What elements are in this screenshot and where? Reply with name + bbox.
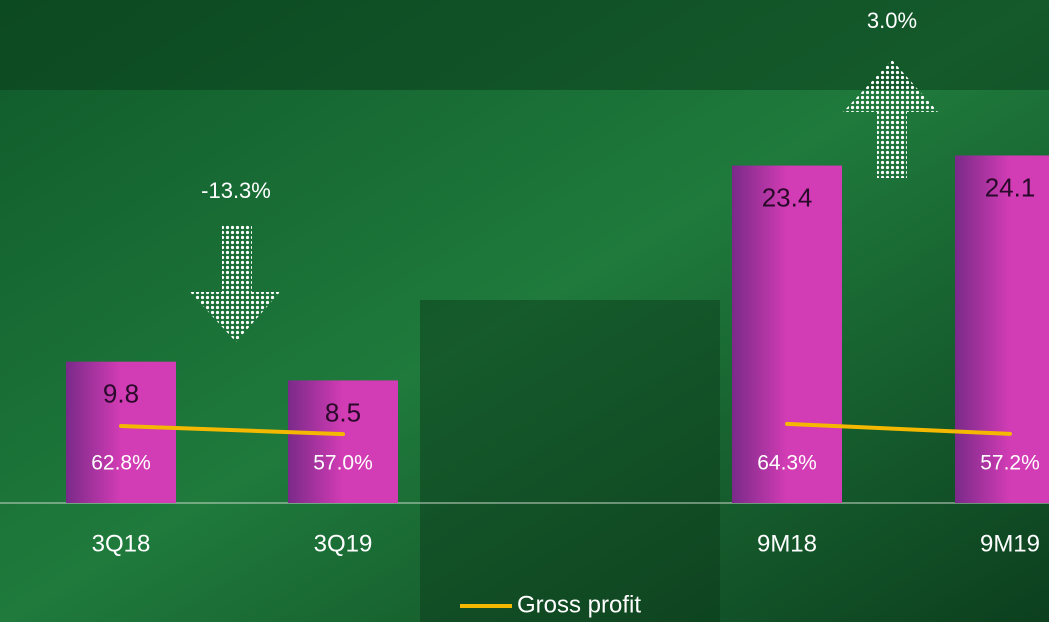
annotation: -13.3% (201, 178, 271, 203)
line (119, 421, 1012, 437)
bar (66, 361, 176, 503)
background-band (0, 0, 1049, 90)
legend-label: Gross profit (517, 591, 641, 618)
annotation: 3.0% (867, 8, 917, 33)
x-tick-label: 9M18 (757, 530, 817, 557)
bar-value-label: 23.4 (762, 182, 813, 212)
bar (288, 380, 398, 503)
line-value-label: 64.3% (757, 452, 817, 475)
bar (732, 165, 842, 503)
x-tick-label: 3Q19 (314, 530, 373, 557)
x-tick-label: 9M19 (980, 530, 1040, 557)
line-value-label: 57.0% (313, 452, 373, 475)
background-shade (420, 300, 720, 622)
x-tick-label: 3Q18 (92, 530, 151, 557)
bar-value-label: 9.8 (103, 379, 139, 409)
line-value-label: 62.8% (91, 452, 151, 475)
bar (955, 155, 1049, 503)
bar-value-label: 24.1 (985, 172, 1036, 202)
line-value-label: 57.2% (980, 452, 1040, 475)
up-arrow (843, 60, 938, 178)
bar-value-label: 8.5 (325, 397, 361, 427)
down-arrow (190, 225, 280, 342)
